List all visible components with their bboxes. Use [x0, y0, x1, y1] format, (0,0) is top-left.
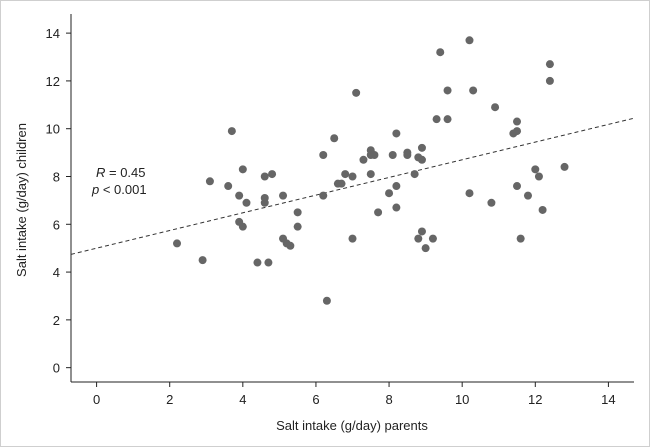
data-point [286, 241, 295, 250]
y-tick-label: 6 [53, 217, 60, 232]
data-point [279, 191, 288, 200]
data-point [359, 155, 368, 164]
data-point [370, 150, 379, 159]
data-point [443, 86, 452, 95]
y-tick-label: 4 [53, 265, 60, 280]
regression-line-group [70, 117, 635, 255]
data-point [198, 256, 207, 265]
data-point [205, 177, 214, 186]
data-point [513, 117, 522, 126]
data-point [348, 172, 357, 181]
data-point [417, 155, 426, 164]
x-tick-label: 2 [166, 392, 173, 407]
x-tick-label: 6 [312, 392, 319, 407]
data-point [242, 198, 251, 207]
x-tick-label: 12 [528, 392, 542, 407]
data-point [432, 115, 441, 124]
p-value: < 0.001 [99, 182, 146, 197]
regression-line [70, 117, 635, 255]
x-tick-label: 14 [601, 392, 615, 407]
data-point [523, 191, 532, 200]
data-point [253, 258, 262, 267]
y-tick-label: 14 [46, 26, 60, 41]
data-point [341, 170, 350, 179]
data-point [385, 189, 394, 198]
p-symbol: p [91, 182, 99, 197]
x-tick-label: 10 [455, 392, 469, 407]
data-point [560, 162, 569, 171]
data-point [337, 179, 346, 188]
r-value: = 0.45 [105, 165, 145, 180]
data-point [392, 203, 401, 212]
data-point [322, 296, 331, 305]
data-point [421, 244, 430, 253]
x-tick-label: 0 [93, 392, 100, 407]
data-points [173, 36, 569, 305]
data-point [293, 222, 302, 231]
data-point [491, 103, 500, 112]
data-point [531, 165, 540, 174]
data-point [538, 205, 547, 214]
data-point [227, 127, 236, 136]
data-point [545, 60, 554, 69]
data-point [260, 172, 269, 181]
data-point [436, 48, 445, 57]
data-point [545, 76, 554, 85]
data-point [366, 170, 375, 179]
data-point [392, 129, 401, 138]
data-point [260, 198, 269, 207]
r-annotation: R = 0.45 [96, 165, 146, 180]
data-point [534, 172, 543, 181]
data-point [414, 234, 423, 243]
data-point [443, 115, 452, 124]
data-point [352, 88, 361, 97]
data-point [238, 165, 247, 174]
data-point [319, 191, 328, 200]
data-point [235, 191, 244, 200]
data-point [516, 234, 525, 243]
y-axis-title: Salt intake (g/day) children [14, 123, 29, 277]
data-point [392, 182, 401, 191]
data-point [417, 143, 426, 152]
y-tick-label: 0 [53, 361, 60, 376]
data-point [374, 208, 383, 217]
data-point [403, 150, 412, 159]
x-axis-title: Salt intake (g/day) parents [276, 418, 428, 433]
x-tick-label: 8 [385, 392, 392, 407]
data-point [348, 234, 357, 243]
data-point [465, 36, 474, 45]
data-point [224, 182, 233, 191]
data-point [330, 134, 339, 143]
data-point [293, 208, 302, 217]
data-point [319, 150, 328, 159]
data-point [238, 222, 247, 231]
data-point [513, 127, 522, 136]
data-point [410, 170, 419, 179]
p-annotation: p < 0.001 [91, 182, 147, 197]
data-point [487, 198, 496, 207]
data-point [264, 258, 273, 267]
data-point [469, 86, 478, 95]
r-symbol: R [96, 165, 105, 180]
y-tick-label: 2 [53, 313, 60, 328]
x-tick-label: 4 [239, 392, 246, 407]
data-point [268, 170, 277, 179]
data-point [428, 234, 437, 243]
y-tick-label: 8 [53, 169, 60, 184]
data-point [417, 227, 426, 236]
y-tick-label: 10 [46, 122, 60, 137]
data-point [173, 239, 182, 248]
data-point [513, 182, 522, 191]
data-point [388, 150, 397, 159]
data-point [465, 189, 474, 198]
axes: 0 2 4 6 8 10 12 14 0 2 4 6 8 10 12 14 [46, 14, 634, 407]
y-tick-label: 12 [46, 74, 60, 89]
